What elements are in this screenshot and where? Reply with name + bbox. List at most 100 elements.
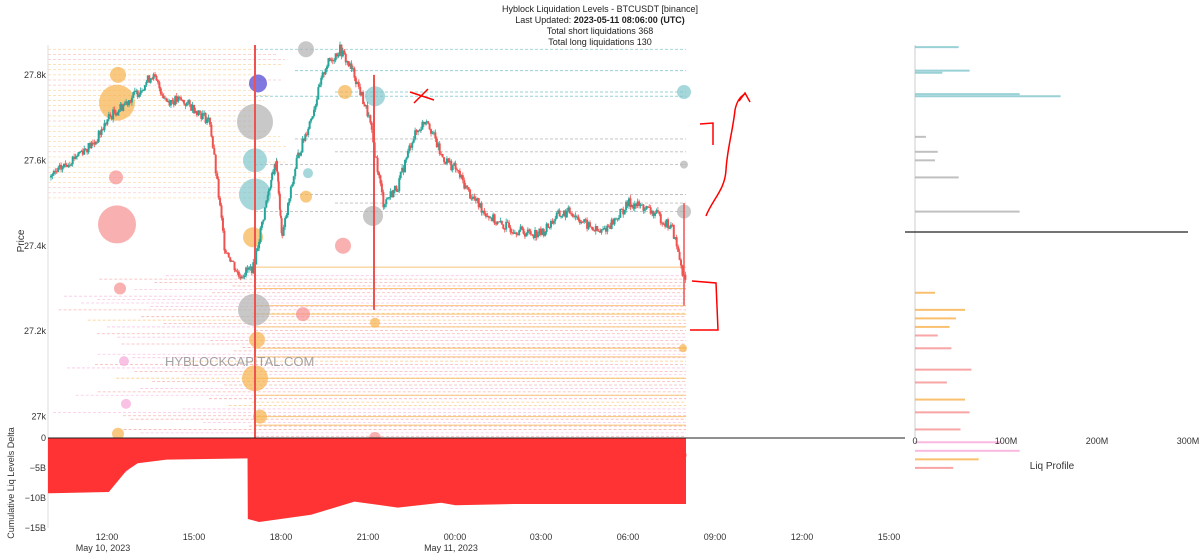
- candle-body: [656, 210, 659, 212]
- candle-body: [50, 175, 52, 178]
- candle-body: [74, 156, 77, 159]
- candle-body: [638, 201, 641, 206]
- candle-body: [169, 100, 172, 106]
- candle-body: [435, 138, 438, 148]
- candle-body: [633, 203, 636, 209]
- candle-body: [610, 219, 613, 229]
- candle-body: [389, 191, 392, 198]
- candle-body: [532, 234, 535, 238]
- candle-body: [356, 81, 359, 85]
- delta-tick-label: −5B: [30, 463, 46, 473]
- candle-body: [249, 266, 252, 268]
- candle-body: [432, 132, 435, 134]
- candle-body: [453, 163, 456, 166]
- liq-bubble: [112, 427, 124, 440]
- candle-body: [325, 66, 328, 70]
- candle-body: [128, 100, 131, 106]
- candle-body: [113, 109, 116, 114]
- candle-body: [119, 104, 122, 111]
- candle-body: [200, 113, 203, 120]
- candle-body: [106, 119, 109, 125]
- liq-bubble: [296, 307, 310, 322]
- candle-body: [561, 215, 564, 217]
- candle-body: [195, 111, 198, 116]
- profile-tick-label: 200M: [1086, 436, 1109, 446]
- y-tick-label: 27.4k: [24, 241, 47, 251]
- candle-body: [197, 110, 200, 116]
- candle-body: [76, 155, 79, 157]
- candle-body: [661, 223, 664, 225]
- candle-body: [596, 226, 599, 231]
- candle-body: [362, 92, 365, 105]
- candle-body: [593, 230, 596, 232]
- profile-bar: [915, 93, 1020, 96]
- candle-body: [531, 234, 534, 236]
- candle-body: [55, 171, 58, 173]
- cumulative-delta-area: [48, 438, 686, 522]
- candle-body: [161, 94, 164, 96]
- candle-body: [277, 181, 280, 194]
- candle-body: [51, 174, 54, 176]
- chart-title: Hyblock Liquidation Levels - BTCUSDT [bi…: [502, 4, 698, 14]
- candle-body: [456, 169, 459, 171]
- candle-body: [323, 72, 326, 75]
- candle-body: [312, 109, 315, 117]
- candle-body: [568, 207, 571, 214]
- candle-body: [259, 227, 262, 242]
- liq-bubble: [114, 282, 126, 295]
- liq-level-lines: [48, 48, 686, 460]
- candle-body: [315, 99, 318, 106]
- candle-body: [208, 117, 211, 125]
- candle-body: [310, 118, 313, 122]
- candle-body: [574, 215, 577, 218]
- candle-body: [482, 210, 485, 213]
- candle-body: [417, 130, 420, 133]
- candle-body: [562, 210, 565, 216]
- candle-body: [184, 103, 187, 106]
- candle-body: [151, 78, 154, 80]
- candle-body: [285, 214, 288, 219]
- candle-body: [607, 225, 610, 227]
- candle-body: [187, 100, 190, 103]
- last-updated: Last Updated: 2023-05-11 08:06:00 (UTC): [380, 15, 820, 26]
- candle-body: [570, 213, 573, 215]
- profile-bar: [915, 334, 938, 337]
- candle-body: [156, 80, 159, 83]
- candle-body: [165, 98, 168, 102]
- candle-body: [146, 75, 149, 82]
- candle-body: [509, 227, 512, 233]
- annotation-arrow-head: [738, 91, 751, 103]
- candle-body: [628, 198, 630, 207]
- candle-body: [401, 167, 404, 172]
- candle-body: [234, 270, 237, 272]
- liq-bubble: [300, 190, 312, 203]
- candle-body: [174, 96, 177, 105]
- x-tick-label: 03:00: [530, 532, 553, 542]
- candle-body: [96, 141, 99, 143]
- candle-body: [398, 178, 401, 192]
- candle-body: [317, 87, 320, 100]
- annotation-arrow-up: [705, 93, 746, 217]
- candle-body: [327, 58, 330, 67]
- candle-body: [307, 128, 310, 136]
- candle-body: [519, 226, 522, 231]
- candle-body: [190, 104, 193, 111]
- candle-body: [227, 253, 230, 258]
- candle-body: [182, 100, 185, 104]
- candle-body: [664, 223, 667, 227]
- candle-body: [276, 171, 279, 173]
- candle-body: [662, 223, 665, 225]
- candle-body: [383, 204, 386, 208]
- x-tick-label: 12:00: [791, 532, 814, 542]
- candle-body: [123, 103, 126, 105]
- candle-body: [557, 210, 560, 213]
- candle-body: [201, 113, 204, 120]
- candle-body: [594, 226, 597, 232]
- candle-body: [104, 123, 107, 125]
- candle-body: [172, 101, 175, 105]
- short-liq-total: Total short liquidations 368: [546, 26, 654, 36]
- profile-tick-label: 300M: [1177, 436, 1200, 446]
- candle-body: [61, 167, 64, 170]
- candle-body: [680, 259, 683, 266]
- candle-body: [67, 165, 70, 167]
